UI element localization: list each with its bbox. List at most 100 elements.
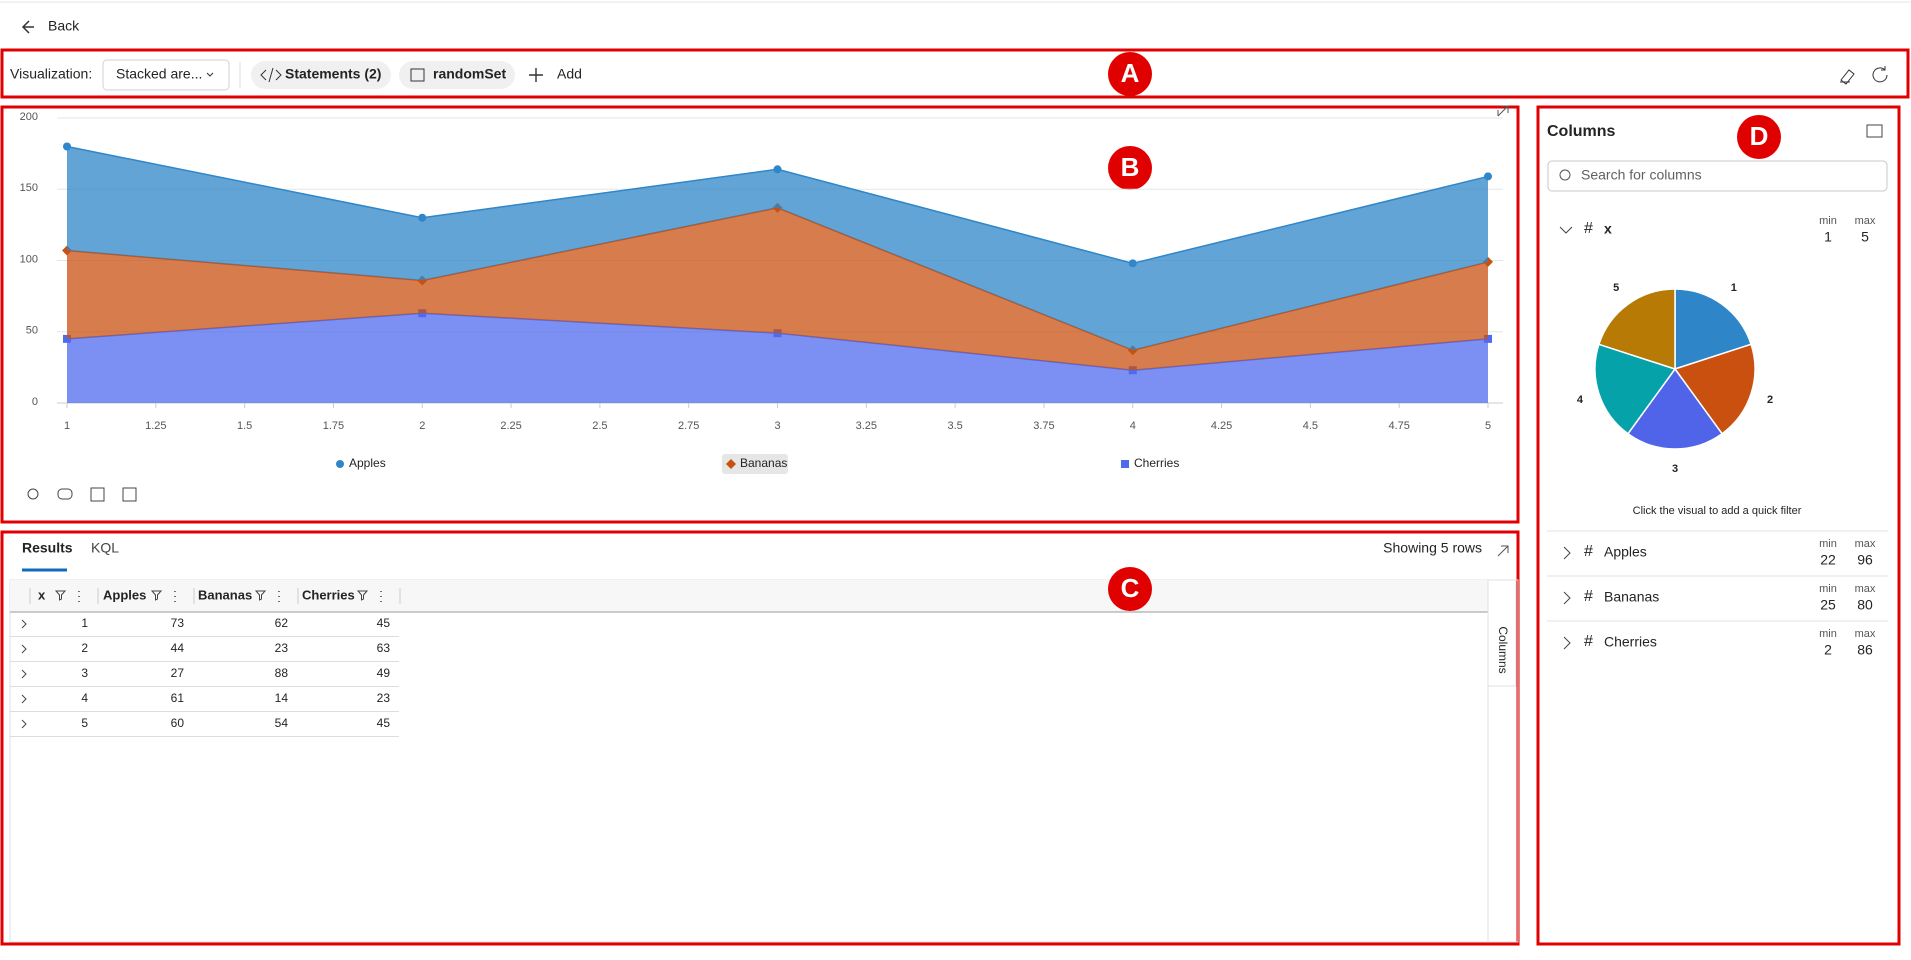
x-tick-label: 4.5 bbox=[1303, 420, 1318, 432]
min-value: 2 bbox=[1824, 642, 1832, 658]
field-chevron[interactable] bbox=[1559, 226, 1573, 234]
field-chevron[interactable] bbox=[1563, 591, 1571, 605]
max-value: 5 bbox=[1861, 229, 1869, 245]
x-tick-label: 1 bbox=[64, 420, 70, 432]
x-tick-label: 5 bbox=[1485, 420, 1491, 432]
side-label[interactable]: Columns bbox=[1496, 626, 1510, 673]
viz-dropdown[interactable] bbox=[102, 59, 230, 91]
cell: 54 bbox=[275, 716, 289, 730]
result-tab[interactable]: KQL bbox=[91, 540, 119, 556]
search-box[interactable] bbox=[1547, 160, 1888, 192]
add-icon[interactable] bbox=[529, 68, 543, 82]
field-chevron[interactable] bbox=[1563, 546, 1571, 560]
series-layer bbox=[62, 142, 1493, 403]
cell: 5 bbox=[81, 716, 88, 730]
y-tick-label: 100 bbox=[20, 253, 38, 265]
row-expander[interactable] bbox=[21, 719, 27, 729]
column-header[interactable]: Bananas bbox=[198, 587, 252, 602]
zoom-icon[interactable] bbox=[27, 488, 39, 500]
expand-chart[interactable] bbox=[1497, 105, 1509, 126]
annotation-label: C bbox=[1121, 573, 1140, 603]
max-label: max bbox=[1855, 628, 1876, 640]
annotation-badge bbox=[1108, 567, 1152, 611]
dataset-pill[interactable] bbox=[399, 61, 515, 89]
x-tick-label: 3.75 bbox=[1033, 420, 1054, 432]
back-button[interactable]: Back bbox=[21, 18, 80, 34]
cell: 45 bbox=[377, 716, 391, 730]
cell: 88 bbox=[275, 666, 289, 680]
min-label: min bbox=[1819, 583, 1837, 595]
pie-slice[interactable] bbox=[1674, 288, 1753, 371]
filter-icon[interactable] bbox=[54, 590, 67, 601]
cell: 61 bbox=[171, 691, 185, 705]
min-value: 22 bbox=[1820, 552, 1836, 568]
cell: 4 bbox=[81, 691, 88, 705]
cell: 44 bbox=[171, 641, 185, 655]
max-label: max bbox=[1855, 215, 1876, 227]
cell: 27 bbox=[171, 666, 185, 680]
field-name[interactable]: Apples bbox=[1604, 544, 1647, 560]
field-name[interactable]: Bananas bbox=[1604, 589, 1659, 605]
eraser-icon[interactable] bbox=[1840, 69, 1855, 85]
refresh-icon[interactable] bbox=[1872, 66, 1888, 83]
max-value: 80 bbox=[1857, 597, 1873, 613]
column-header[interactable]: x bbox=[38, 587, 46, 602]
pie-slice[interactable] bbox=[1673, 343, 1756, 435]
pie-slice[interactable] bbox=[1594, 343, 1677, 435]
type-icon: # bbox=[1584, 588, 1593, 605]
annotation-label: B bbox=[1121, 152, 1140, 182]
dataset-label: randomSet bbox=[433, 66, 506, 82]
filter-icon[interactable] bbox=[150, 590, 163, 601]
row-expander[interactable] bbox=[21, 644, 27, 654]
result-tab[interactable]: Results bbox=[22, 540, 73, 556]
cell: 23 bbox=[377, 691, 391, 705]
row-expander[interactable] bbox=[21, 619, 27, 629]
marker bbox=[1128, 259, 1137, 268]
field-chevron[interactable] bbox=[1563, 636, 1571, 650]
cell: 49 bbox=[377, 666, 391, 680]
cell: 2 bbox=[81, 641, 88, 655]
legend-marker bbox=[726, 459, 736, 469]
filter-icon[interactable] bbox=[356, 590, 369, 601]
x-tick-label: 3.25 bbox=[856, 420, 877, 432]
legend-marker bbox=[1121, 460, 1129, 468]
legend-hover bbox=[722, 454, 788, 474]
expand-results[interactable] bbox=[1497, 545, 1509, 557]
reset-icon[interactable] bbox=[57, 488, 73, 500]
x-tick-label: 1.5 bbox=[237, 420, 252, 432]
y-tick-label: 150 bbox=[20, 182, 38, 194]
legend-label[interactable]: Cherries bbox=[1134, 456, 1179, 470]
field-name[interactable]: x bbox=[1604, 221, 1612, 237]
area bbox=[67, 313, 1488, 403]
annotation-label: D bbox=[1750, 121, 1769, 151]
add-label[interactable]: Add bbox=[557, 66, 582, 82]
cell: 45 bbox=[377, 616, 391, 630]
collapse-icon[interactable] bbox=[1866, 124, 1883, 138]
min-label: min bbox=[1819, 538, 1837, 550]
column-header[interactable]: Cherries bbox=[302, 587, 355, 602]
column-header[interactable]: Apples bbox=[103, 587, 146, 602]
statements-pill[interactable] bbox=[251, 61, 391, 89]
x-tick-label: 4.25 bbox=[1211, 420, 1232, 432]
cell: 73 bbox=[171, 616, 185, 630]
grid-header bbox=[10, 580, 1488, 612]
max-value: 86 bbox=[1857, 642, 1873, 658]
upload-icon[interactable] bbox=[90, 487, 105, 502]
x-tick-label: 2.75 bbox=[678, 420, 699, 432]
columns-side-tab[interactable] bbox=[1487, 579, 1517, 687]
row-expander[interactable] bbox=[21, 669, 27, 679]
chart-tools bbox=[27, 487, 137, 502]
download-icon[interactable] bbox=[122, 487, 137, 502]
filter-icon[interactable] bbox=[254, 590, 267, 601]
max-value: 96 bbox=[1857, 552, 1873, 568]
pie-label: 1 bbox=[1731, 282, 1737, 294]
row-expander[interactable] bbox=[21, 694, 27, 704]
pie-slice[interactable] bbox=[1597, 288, 1676, 371]
legend-label[interactable]: Apples bbox=[349, 456, 386, 470]
field-name[interactable]: Cherries bbox=[1604, 634, 1657, 650]
marker bbox=[1484, 172, 1492, 181]
x-tick-label: 2.25 bbox=[500, 420, 521, 432]
pie-slice[interactable] bbox=[1626, 367, 1724, 450]
legend-label[interactable]: Bananas bbox=[740, 456, 787, 470]
annotation-label: A bbox=[1121, 58, 1140, 88]
